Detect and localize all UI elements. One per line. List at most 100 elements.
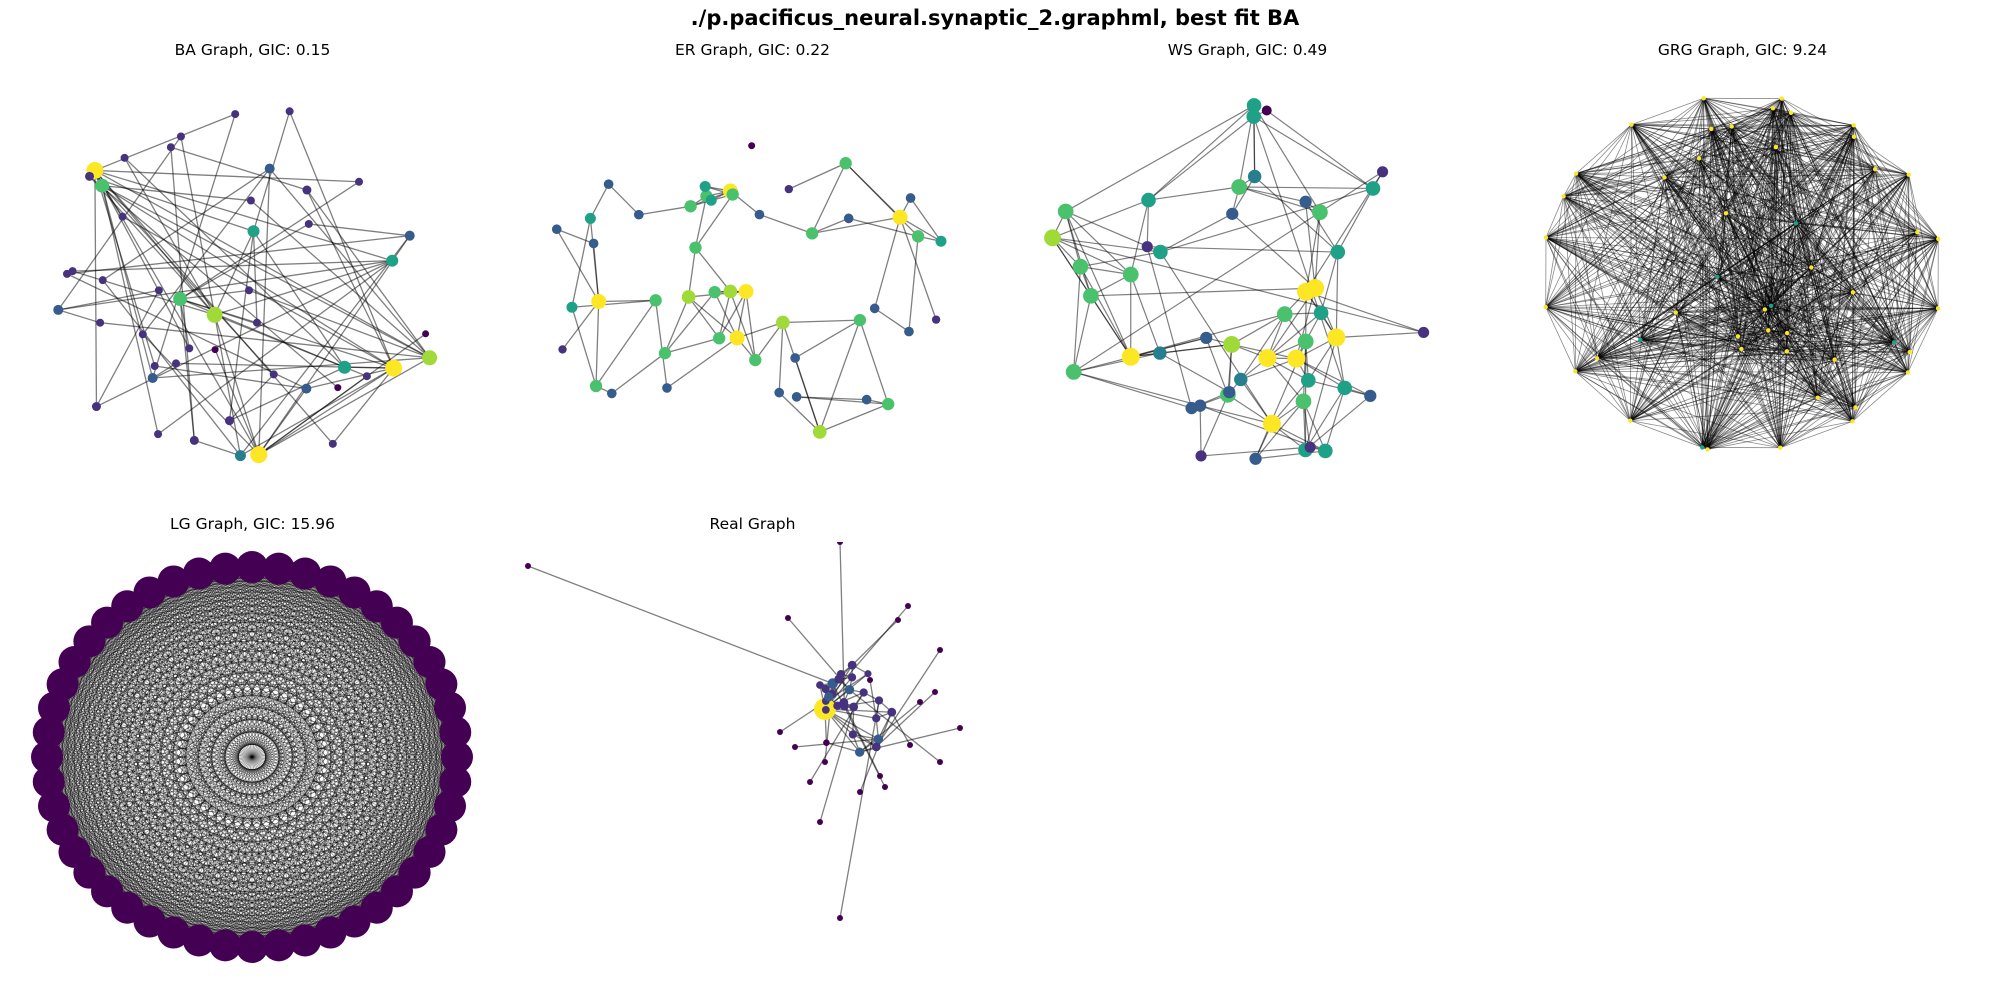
graph-edge xyxy=(1575,173,1739,337)
graph-edge xyxy=(74,605,377,663)
graph-edge xyxy=(1701,223,1797,448)
graph-edge xyxy=(1130,199,1150,275)
graph-edge xyxy=(107,851,430,892)
graph-edge xyxy=(1834,292,1854,360)
graph-edge xyxy=(1893,174,1910,343)
graph-edge xyxy=(1725,213,1772,306)
graph-edge xyxy=(1710,128,1853,422)
graph-edge xyxy=(62,641,415,831)
graph-edge xyxy=(1779,98,1783,448)
grg-graph-nodes xyxy=(1543,96,1941,452)
graph-edge xyxy=(1640,168,1876,341)
graph-edge xyxy=(1707,336,1739,450)
graph-edge xyxy=(198,573,456,733)
graph-edge xyxy=(62,781,456,831)
graph-edge xyxy=(46,756,174,933)
graph-edge xyxy=(1253,116,1374,189)
graph-edge xyxy=(1707,348,1742,450)
graph-edge xyxy=(1786,332,1835,360)
graph-edge xyxy=(1772,108,1819,398)
graph-edge xyxy=(1731,112,1792,127)
graph-edge xyxy=(1575,146,1777,372)
graph-edge xyxy=(1575,136,1855,372)
graph-node xyxy=(1072,258,1089,275)
graph-edge xyxy=(1698,158,1739,337)
graph-edge xyxy=(48,566,253,733)
graph-edge xyxy=(718,291,731,339)
graph-edge xyxy=(1893,308,1939,343)
graph-edge xyxy=(1855,372,1909,408)
graph-edge xyxy=(1737,267,1812,337)
graph-edge xyxy=(1772,107,1876,170)
graph-edge xyxy=(1664,98,1782,178)
graph-edge xyxy=(142,168,271,335)
graph-edge xyxy=(173,781,456,933)
graph-edge xyxy=(1148,105,1255,201)
graph-node xyxy=(441,741,473,773)
graph-edge xyxy=(1770,305,1788,334)
graph-edge xyxy=(46,756,456,783)
graph-node xyxy=(1246,109,1262,124)
graph-node xyxy=(821,684,830,694)
graph-edge xyxy=(48,732,174,933)
graph-edge xyxy=(1596,146,1777,359)
graph-node xyxy=(805,227,819,240)
graph-edge xyxy=(224,568,355,922)
graph-edge xyxy=(48,568,279,783)
graph-edge xyxy=(198,731,456,941)
graph-edge xyxy=(664,291,716,354)
graph-edge xyxy=(149,592,200,941)
graph-edge xyxy=(48,731,442,831)
graph-edge xyxy=(1675,312,1781,448)
graph-edge xyxy=(251,781,456,948)
graph-edge xyxy=(149,566,253,922)
graph-edge xyxy=(149,592,442,685)
graph-edge xyxy=(198,573,430,663)
graph-edge xyxy=(1675,312,1895,343)
graph-node xyxy=(907,742,913,748)
graph-edge xyxy=(1917,231,1939,240)
graph-edge xyxy=(1717,276,1788,352)
graph-edge xyxy=(1852,292,1909,373)
graph-edge xyxy=(1703,98,1895,343)
graph-edge xyxy=(1779,169,1876,448)
graph-edge xyxy=(106,683,442,892)
graph-edge xyxy=(62,606,128,830)
graph-edge xyxy=(1852,292,1895,343)
graph-edge xyxy=(1304,337,1337,451)
graph-edge xyxy=(1790,112,1939,240)
graph-edge xyxy=(89,731,456,873)
graph-edge xyxy=(1711,128,1797,224)
graph-edge xyxy=(62,622,398,685)
graph-edge xyxy=(46,756,398,892)
graph-edge xyxy=(1052,199,1149,239)
graph-edge xyxy=(1200,394,1229,457)
graph-edge xyxy=(1231,313,1286,345)
graph-edge xyxy=(1795,222,1939,309)
graph-edge xyxy=(1707,267,1812,450)
graph-edge xyxy=(48,781,279,946)
graph-edge xyxy=(194,439,241,457)
graph-edge xyxy=(94,170,98,407)
graph-edge xyxy=(1795,125,1855,224)
graph-edge xyxy=(173,891,398,933)
graph-edge xyxy=(1768,329,1909,373)
graph-edge xyxy=(1631,124,1727,214)
graph-edge xyxy=(1160,187,1374,253)
graph-edge xyxy=(1767,136,1855,331)
graph-edge xyxy=(74,661,280,946)
graph-edge xyxy=(1545,306,1939,309)
graph-edge xyxy=(149,592,451,807)
graph-edge xyxy=(1779,136,1855,448)
graph-edge xyxy=(1596,136,1855,359)
graph-edge xyxy=(157,260,393,435)
graph-edge xyxy=(46,568,279,758)
graph-edge xyxy=(89,641,150,922)
graph-edge xyxy=(1770,125,1855,306)
graph-edge xyxy=(62,731,456,831)
graph-edge xyxy=(1852,308,1939,422)
graph-edge xyxy=(127,851,430,909)
graph-edge xyxy=(874,307,910,333)
graph-edge xyxy=(127,684,442,909)
graph-edge xyxy=(1810,267,1853,422)
